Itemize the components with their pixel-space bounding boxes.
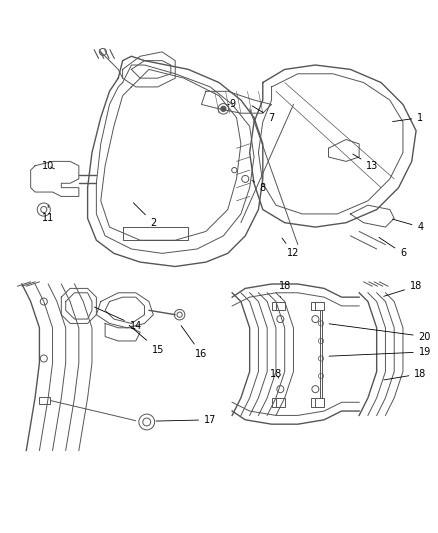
Text: 13: 13 (353, 154, 378, 171)
Text: 7: 7 (252, 106, 275, 123)
Text: 18: 18 (384, 281, 422, 296)
Text: 8: 8 (252, 181, 266, 192)
Text: 18: 18 (270, 369, 282, 379)
Text: 1: 1 (392, 112, 424, 123)
Text: 9: 9 (228, 100, 235, 109)
Text: 19: 19 (329, 347, 431, 357)
Text: 11: 11 (42, 205, 54, 223)
FancyBboxPatch shape (272, 302, 280, 310)
Text: 10: 10 (42, 161, 54, 171)
FancyBboxPatch shape (315, 302, 324, 310)
Text: 20: 20 (329, 324, 431, 342)
Text: 17: 17 (156, 415, 216, 425)
FancyBboxPatch shape (276, 398, 285, 407)
FancyBboxPatch shape (39, 397, 50, 405)
FancyBboxPatch shape (315, 398, 324, 407)
Text: 18: 18 (384, 369, 427, 380)
Text: 15: 15 (129, 325, 164, 355)
FancyBboxPatch shape (272, 398, 280, 407)
FancyBboxPatch shape (276, 302, 285, 310)
Text: 18: 18 (279, 281, 291, 297)
Text: 2: 2 (133, 203, 156, 228)
FancyBboxPatch shape (311, 302, 320, 310)
FancyBboxPatch shape (311, 398, 320, 407)
Text: 6: 6 (379, 237, 406, 259)
Text: 12: 12 (282, 238, 300, 259)
Text: 4: 4 (392, 219, 424, 232)
Text: 16: 16 (181, 326, 208, 359)
Text: 14: 14 (95, 307, 142, 330)
Circle shape (221, 106, 226, 111)
